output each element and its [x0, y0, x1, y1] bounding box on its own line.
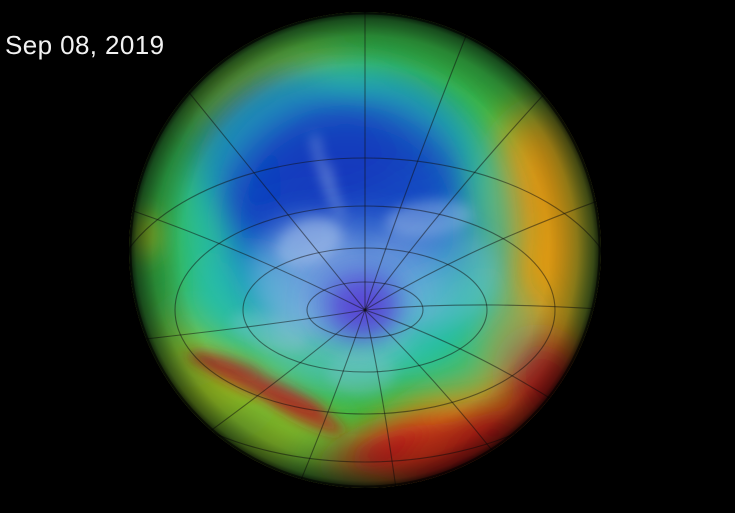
date-caption: Sep 08, 2019	[5, 30, 165, 60]
globe-edge	[129, 12, 601, 488]
globe-svg	[129, 12, 601, 488]
limb-shading	[129, 12, 601, 488]
globe-container	[129, 12, 601, 488]
